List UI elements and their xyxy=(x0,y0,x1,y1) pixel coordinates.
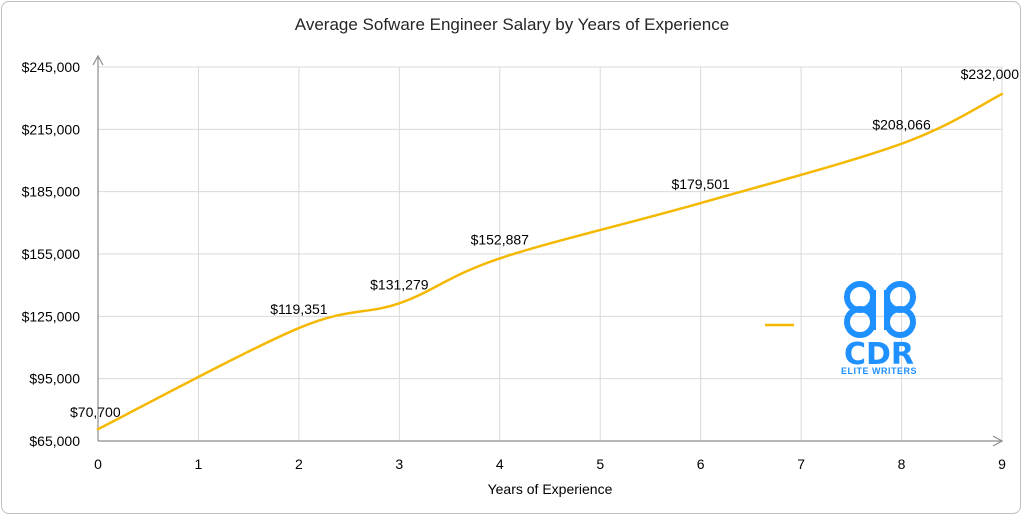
x-tick-label: 7 xyxy=(797,456,805,472)
logo-subtext: ELITE WRITERS xyxy=(841,366,917,376)
x-tick-label: 5 xyxy=(596,456,604,472)
x-tick-label: 1 xyxy=(195,456,203,472)
y-tick-label: $95,000 xyxy=(29,371,80,387)
logo-knot-icon xyxy=(844,281,916,338)
y-tick-labels: $65,000 $95,000 $125,000 $155,000 $185,000 $2… xyxy=(22,59,81,449)
data-labels: $70,700 $119,351 $131,279 $152,887 $179,501 $… xyxy=(70,66,1019,420)
x-tick-label: 0 xyxy=(94,456,102,472)
data-label: $152,887 xyxy=(471,231,530,247)
data-label: $70,700 xyxy=(70,404,121,420)
y-tick-label: $65,000 xyxy=(29,433,80,449)
x-axis-arrow-icon xyxy=(992,435,1004,447)
data-label: $208,066 xyxy=(872,117,931,133)
x-tick-labels: 0 1 2 3 4 5 6 7 8 9 xyxy=(94,456,1006,472)
gridlines xyxy=(98,66,1003,441)
x-tick-label: 4 xyxy=(496,456,504,472)
x-tick-label: 9 xyxy=(998,456,1006,472)
x-tick-label: 3 xyxy=(395,456,403,472)
x-tick-label: 8 xyxy=(898,456,906,472)
x-axis-title: Years of Experience xyxy=(488,481,613,497)
y-tick-label: $185,000 xyxy=(22,184,81,200)
data-label: $119,351 xyxy=(270,301,328,317)
y-tick-label: $155,000 xyxy=(22,246,81,262)
x-tick-label: 6 xyxy=(697,456,705,472)
cdr-logo: ELITE WRITERS CDR xyxy=(841,281,917,376)
y-axis-arrow-icon xyxy=(92,54,104,66)
axes xyxy=(92,54,1004,447)
logo-wordmark: CDR xyxy=(844,337,914,372)
y-tick-label: $245,000 xyxy=(22,59,81,75)
y-tick-label: $215,000 xyxy=(22,121,81,137)
chart-title: Average Sofware Engineer Salary by Years… xyxy=(295,15,729,34)
data-label: $232,000 xyxy=(961,66,1020,82)
data-label: $179,501 xyxy=(671,176,730,192)
data-label: $131,279 xyxy=(370,276,429,292)
series-line xyxy=(96,92,1004,431)
y-tick-label: $125,000 xyxy=(22,308,81,324)
x-tick-label: 2 xyxy=(295,456,303,472)
